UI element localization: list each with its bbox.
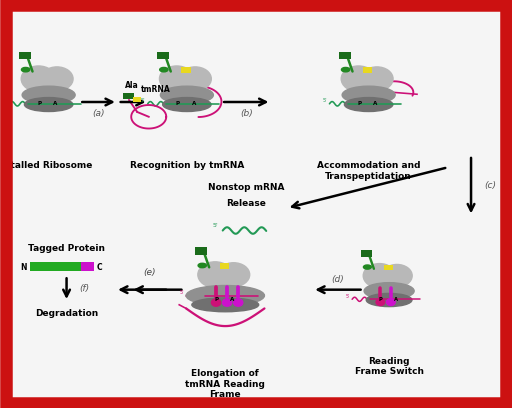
Text: P: P (37, 101, 41, 106)
Ellipse shape (173, 75, 201, 91)
Text: A: A (373, 101, 378, 106)
Text: 5': 5' (3, 98, 7, 103)
FancyBboxPatch shape (18, 52, 31, 59)
Ellipse shape (186, 286, 264, 306)
Text: 5': 5' (179, 290, 184, 295)
Ellipse shape (198, 262, 232, 288)
Ellipse shape (22, 67, 30, 72)
Ellipse shape (364, 265, 371, 269)
Ellipse shape (211, 271, 239, 287)
Text: Ala: Ala (125, 81, 139, 90)
FancyBboxPatch shape (181, 67, 190, 73)
Ellipse shape (22, 86, 75, 104)
FancyBboxPatch shape (81, 262, 94, 271)
Text: (c): (c) (484, 181, 496, 190)
Ellipse shape (364, 283, 414, 299)
Text: tmRNA: tmRNA (141, 85, 170, 94)
Text: A: A (53, 101, 58, 106)
Ellipse shape (160, 67, 168, 72)
FancyBboxPatch shape (384, 265, 393, 270)
Ellipse shape (233, 299, 243, 306)
Ellipse shape (160, 86, 214, 104)
Ellipse shape (342, 86, 395, 104)
Text: 5': 5' (141, 98, 145, 103)
FancyBboxPatch shape (361, 250, 372, 257)
Text: Accommodation and
Transpeptidation: Accommodation and Transpeptidation (317, 161, 420, 181)
FancyBboxPatch shape (157, 52, 169, 59)
Text: Degradation: Degradation (35, 309, 98, 318)
FancyBboxPatch shape (30, 262, 81, 271)
Text: P: P (176, 101, 180, 106)
Text: A: A (191, 101, 196, 106)
FancyBboxPatch shape (220, 263, 229, 269)
Ellipse shape (363, 264, 396, 288)
Ellipse shape (163, 98, 211, 111)
Ellipse shape (361, 67, 393, 91)
Ellipse shape (192, 298, 259, 312)
Ellipse shape (355, 75, 382, 91)
Ellipse shape (223, 299, 232, 306)
Text: Recognition by tmRNA: Recognition by tmRNA (130, 161, 244, 170)
Ellipse shape (35, 75, 62, 91)
Text: Tagged Protein: Tagged Protein (28, 244, 105, 253)
Text: 5': 5' (346, 294, 350, 299)
Ellipse shape (382, 264, 412, 287)
Text: (f): (f) (79, 284, 90, 293)
Ellipse shape (25, 98, 73, 111)
FancyBboxPatch shape (339, 52, 351, 59)
Ellipse shape (387, 299, 395, 306)
Ellipse shape (376, 299, 385, 306)
Text: 5': 5' (323, 98, 327, 103)
FancyBboxPatch shape (196, 248, 207, 255)
Text: (d): (d) (332, 275, 344, 284)
Text: (b): (b) (240, 109, 252, 118)
Ellipse shape (342, 67, 350, 72)
Ellipse shape (341, 66, 376, 92)
Text: (a): (a) (92, 109, 105, 118)
FancyBboxPatch shape (123, 93, 135, 99)
Ellipse shape (376, 272, 402, 288)
Ellipse shape (211, 299, 221, 306)
Ellipse shape (179, 67, 211, 91)
Text: (e): (e) (143, 268, 156, 277)
Ellipse shape (345, 98, 393, 111)
Text: 5': 5' (212, 223, 218, 228)
Text: N: N (20, 263, 27, 272)
Text: Nonstop mRNA: Nonstop mRNA (207, 183, 284, 192)
Text: P: P (357, 101, 361, 106)
Text: A: A (394, 297, 398, 302)
Text: Stalled Ribosome: Stalled Ribosome (5, 161, 93, 170)
Ellipse shape (41, 67, 73, 91)
Ellipse shape (218, 263, 250, 286)
Text: A: A (230, 297, 234, 302)
Text: P: P (214, 297, 218, 302)
Text: Elongation of
tmRNA Reading
Frame: Elongation of tmRNA Reading Frame (185, 369, 265, 399)
FancyBboxPatch shape (133, 97, 141, 102)
Ellipse shape (198, 263, 206, 268)
FancyBboxPatch shape (363, 67, 372, 73)
Ellipse shape (366, 293, 412, 306)
Text: Reading
Frame Switch: Reading Frame Switch (355, 357, 423, 377)
Text: C: C (97, 263, 102, 272)
Ellipse shape (159, 66, 194, 92)
Text: Release: Release (226, 199, 266, 208)
Text: P: P (378, 297, 382, 302)
Ellipse shape (21, 66, 56, 92)
